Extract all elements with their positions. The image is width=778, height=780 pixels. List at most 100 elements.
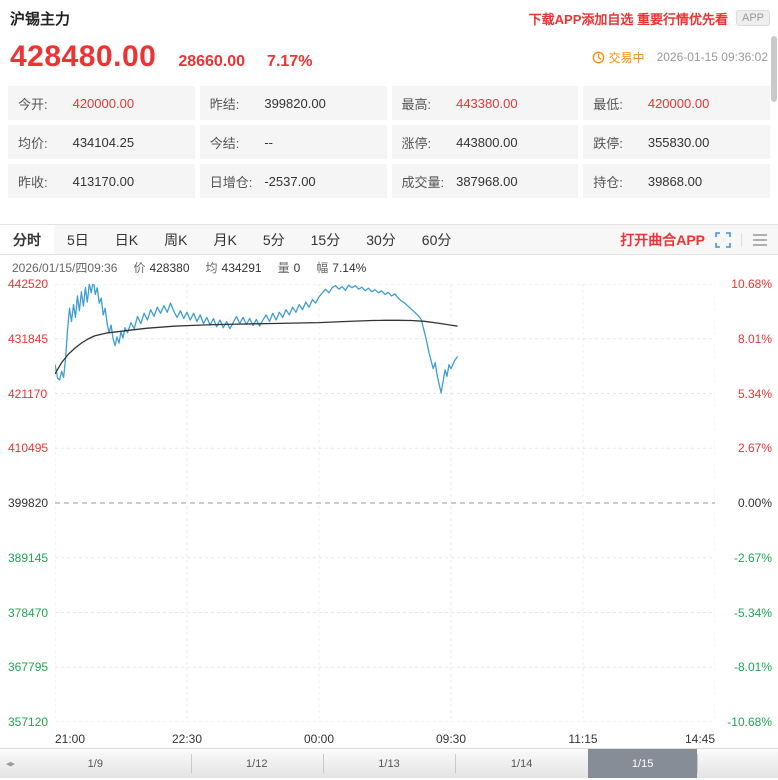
page-title: 沪锡主力 <box>10 10 71 28</box>
y-axis-price-label: 378470 <box>8 605 49 620</box>
chart-price-info: 价 428380 <box>133 259 189 276</box>
navigator-tick <box>322 754 324 773</box>
app-badge[interactable]: APP <box>735 10 770 26</box>
tab-60min[interactable]: 60分 <box>421 231 452 248</box>
tab-15min[interactable]: 15分 <box>310 231 341 248</box>
header: 沪锡主力 下载APP添加自选 重要行情优先看 APP <box>0 0 778 30</box>
period-tab-bar: 分时 5日 日K 周K 月K 5分 15分 30分 60分 打开曲合APP <box>0 224 778 255</box>
y-axis-price-label: 431845 <box>8 331 49 346</box>
quote-label: 日增仓: <box>209 174 253 190</box>
navigator-handle-icon[interactable]: ◂▸ <box>6 758 16 768</box>
price-section: 428480.00 28660.00 7.17% 交易中 2026-01-15 … <box>0 30 778 82</box>
navigator-date[interactable]: 1/13 <box>378 757 400 770</box>
tab-weekly-k[interactable]: 周K <box>164 231 188 248</box>
quote-value: 413170.00 <box>72 173 135 189</box>
quote-label: 昨收: <box>18 174 48 190</box>
x-axis-time-label: 14:45 <box>684 732 715 746</box>
vertical-divider <box>741 232 742 247</box>
scrollbar-thumb[interactable] <box>771 36 777 102</box>
quote-label: 今开: <box>18 96 48 112</box>
chart-avg-info: 均 434291 <box>206 259 262 276</box>
y-axis-percent-label: -10.68% <box>727 715 772 729</box>
chart-avg-value: 434291 <box>221 261 262 275</box>
price-block: 428480.00 28660.00 7.17% <box>10 40 312 74</box>
tab-daily-k[interactable]: 日K <box>114 231 139 248</box>
x-axis-labels: 21:00 22:30 00:00 09:30 11:15 14:45 <box>55 730 715 748</box>
tab-monthly-k[interactable]: 月K <box>213 231 237 248</box>
quote-cell: 今开: 420000.00 <box>8 86 195 120</box>
navigator-date[interactable]: 1/15 <box>631 757 654 770</box>
trading-status-label: 交易中 <box>608 50 645 65</box>
y-axis-price-label: 442520 <box>8 277 49 291</box>
chart-amp-label: 幅 <box>316 261 329 275</box>
quote-cell: 跌停: 355830.00 <box>583 125 770 159</box>
fullscreen-icon[interactable] <box>715 231 731 248</box>
quote-cell: 均价: 434104.25 <box>8 125 195 159</box>
y-axis-percent-label: 8.01% <box>737 331 772 346</box>
y-axis-percent-label: -2.67% <box>733 550 772 565</box>
navigator-selected-window[interactable] <box>588 749 698 778</box>
price-line <box>55 284 458 393</box>
quote-timestamp: 2026-01-15 09:36:02 <box>656 50 768 64</box>
quote-value: -- <box>264 134 274 150</box>
price-change-percent: 7.17% <box>267 53 313 70</box>
quote-value: 39868.00 <box>647 173 703 189</box>
y-axis-price-label: 389145 <box>8 550 49 565</box>
quote-cell: 最高: 443380.00 <box>391 86 579 120</box>
navigator-tick <box>697 754 699 773</box>
minute-chart[interactable]: 442520 431845 421170 410495 399820 389145 3784… <box>0 277 778 730</box>
x-axis-time-label: 09:30 <box>435 732 467 746</box>
chart-canvas[interactable] <box>55 284 715 722</box>
quote-value: 420000.00 <box>72 95 135 111</box>
quote-label: 成交量: <box>401 174 445 190</box>
quote-cell: 涨停: 443800.00 <box>391 125 579 159</box>
quote-value: 443800.00 <box>456 134 518 150</box>
quote-value: 387968.00 <box>456 173 518 189</box>
y-axis-percent-label: 10.68% <box>731 277 772 291</box>
y-axis-price-label: 367795 <box>8 660 49 675</box>
y-axis-price-label: 399820 <box>8 496 49 510</box>
quote-value: 434104.25 <box>72 134 135 150</box>
y-axis-percent-label: 5.34% <box>737 386 772 401</box>
open-app-link[interactable]: 打开曲合APP <box>620 231 705 248</box>
quote-label: 今结: <box>209 135 240 151</box>
quote-cell: 最低: 420000.00 <box>583 86 770 120</box>
quote-cell: 昨收: 413170.00 <box>8 164 195 198</box>
status-block: 交易中 2026-01-15 09:36:02 <box>592 49 768 66</box>
y-axis-price-label: 421170 <box>8 386 48 401</box>
x-axis-time-label: 22:30 <box>171 732 203 746</box>
tab-5day[interactable]: 5日 <box>67 231 89 248</box>
date-range-navigator[interactable]: ◂▸ 1/9 1/12 1/13 1/14 1/15 <box>0 748 778 778</box>
navigator-date[interactable]: 1/9 <box>87 757 103 770</box>
tab-30min[interactable]: 30分 <box>366 231 396 248</box>
navigator-tick <box>190 754 192 773</box>
chart-vol-value: 0 <box>293 261 301 275</box>
quote-cell: 持仓: 39868.00 <box>583 164 770 198</box>
chart-amp-info: 幅 7.14% <box>316 259 366 276</box>
quote-label: 昨结: <box>209 96 240 112</box>
current-price: 428480.00 <box>10 40 157 73</box>
quote-cell: 昨结: 399820.00 <box>199 86 387 120</box>
quote-cell: 今结: -- <box>199 125 387 159</box>
quote-label: 涨停: <box>401 135 432 151</box>
tab-minute[interactable]: 分时 <box>0 225 54 254</box>
chart-price-label: 价 <box>133 261 146 275</box>
y-axis-percent-label: 2.67% <box>737 441 772 456</box>
navigator-date[interactable]: 1/12 <box>246 757 268 770</box>
quote-cell: 日增仓: -2537.00 <box>199 164 387 198</box>
menu-icon[interactable] <box>752 233 768 247</box>
quote-value: 355830.00 <box>647 134 710 150</box>
tab-5min[interactable]: 5分 <box>262 231 285 248</box>
quote-label: 最低: <box>593 96 623 112</box>
y-axis-percent-label: 0.00% <box>737 496 772 510</box>
y-axis-price-label: 410495 <box>8 441 49 456</box>
download-app-promo-link[interactable]: 下载APP添加自选 重要行情优先看 <box>528 11 728 27</box>
quote-label: 持仓: <box>593 174 623 190</box>
navigator-date[interactable]: 1/14 <box>510 757 533 770</box>
y-axis-percent-label: -5.34% <box>733 605 772 620</box>
chart-plot-area[interactable] <box>55 284 715 722</box>
quote-value: 399820.00 <box>264 95 326 111</box>
header-right: 下载APP添加自选 重要行情优先看 APP <box>529 9 770 28</box>
